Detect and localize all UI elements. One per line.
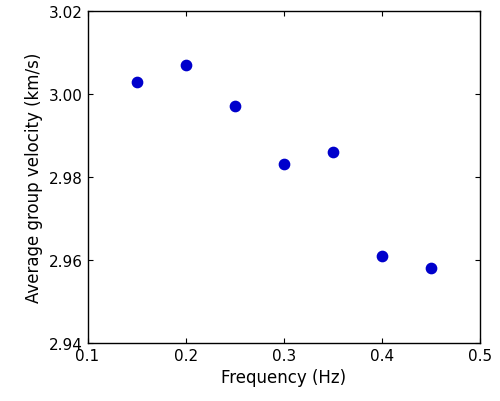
X-axis label: Frequency (Hz): Frequency (Hz) bbox=[221, 368, 346, 386]
Point bbox=[329, 150, 337, 156]
Y-axis label: Average group velocity (km/s): Average group velocity (km/s) bbox=[25, 53, 43, 302]
Point bbox=[427, 265, 435, 271]
Point bbox=[280, 162, 288, 168]
Point bbox=[132, 79, 140, 85]
Point bbox=[182, 63, 190, 69]
Point bbox=[378, 253, 386, 259]
Point bbox=[230, 104, 238, 110]
